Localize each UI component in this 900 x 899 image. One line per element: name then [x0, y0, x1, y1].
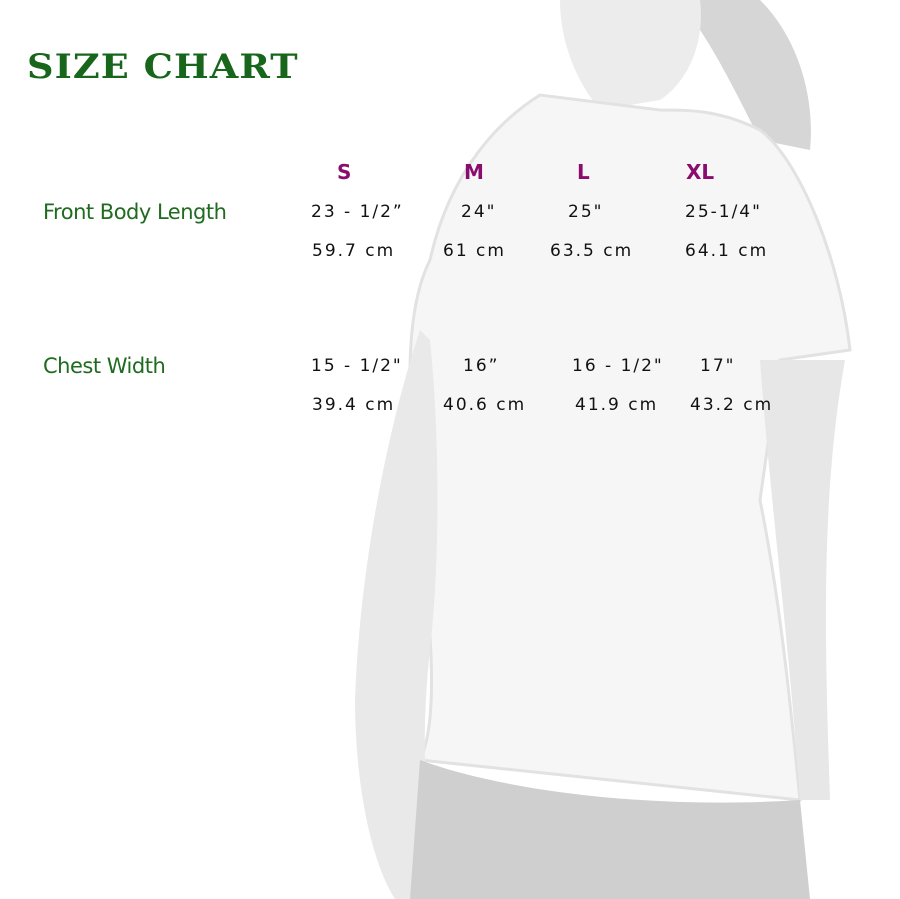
value-cm: 61 cm [443, 241, 506, 261]
value-cm: 40.6 cm [443, 395, 527, 415]
value-inches: 15 - 1/2" [311, 356, 403, 376]
value-inches: 16” [463, 356, 500, 376]
size-header-xl: XL [686, 160, 715, 184]
value-inches: 17" [700, 356, 736, 376]
value-cm: 64.1 cm [685, 241, 769, 261]
row-label-front-body-length: Front Body Length [43, 200, 227, 224]
value-inches: 23 - 1/2” [311, 202, 404, 222]
value-inches: 25-1/4" [685, 202, 762, 222]
value-cm: 63.5 cm [550, 241, 634, 261]
page-title: SIZE CHART [27, 47, 299, 87]
value-cm: 59.7 cm [312, 241, 396, 261]
value-cm: 39.4 cm [312, 395, 396, 415]
size-header-m: M [464, 160, 484, 184]
value-inches: 25" [568, 202, 604, 222]
value-cm: 41.9 cm [575, 395, 659, 415]
size-header-s: S [337, 160, 352, 184]
size-header-l: L [577, 160, 590, 184]
value-inches: 16 - 1/2" [572, 356, 664, 376]
value-cm: 43.2 cm [690, 395, 774, 415]
value-inches: 24" [461, 202, 497, 222]
row-label-chest-width: Chest Width [43, 354, 166, 378]
